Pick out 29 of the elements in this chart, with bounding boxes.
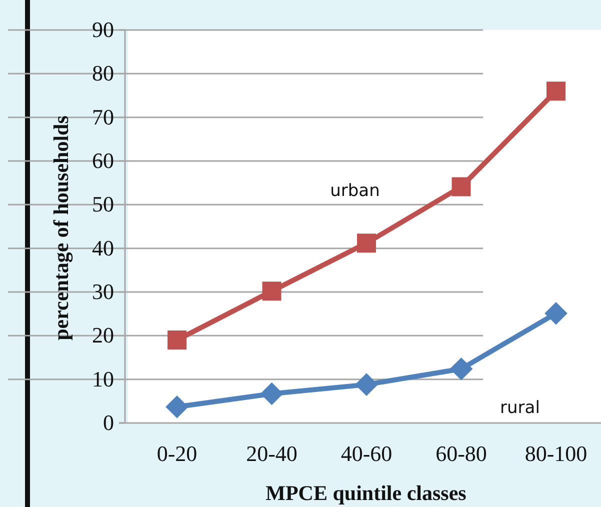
point [546,82,566,101]
series-label: urban [330,181,380,201]
y-tick-label: 70 [92,104,114,130]
y-tick-label: 50 [92,192,114,217]
point [355,373,378,396]
y-tick-label: 20 [92,322,114,348]
point [166,395,188,418]
point [168,330,186,350]
text: rural [500,398,540,418]
x-tick-label: 20-40 [246,441,298,466]
x-tick-label: 80-100 [524,441,588,466]
y-tick-label: 60 [92,148,114,174]
x-tick-label: 60-80 [436,441,487,466]
y-tick-label: 80 [92,60,114,86]
point [357,234,376,253]
y-tick-label: 40 [92,235,114,260]
x-axis-title: MPCE quintile classes [266,481,466,505]
y-tick-label: 0 [103,410,114,436]
y-axis-title: percentage of households [49,116,73,340]
point [450,357,473,380]
point [262,282,282,301]
y-tick-label: 10 [92,366,114,392]
x-tick-label: 40-60 [340,441,392,466]
y-tick-label: 30 [92,279,114,304]
x-tick-label: 0-20 [156,441,198,466]
y-tick-label: 90 [92,17,114,42]
point [544,302,568,325]
point [260,382,284,406]
point [452,177,471,196]
